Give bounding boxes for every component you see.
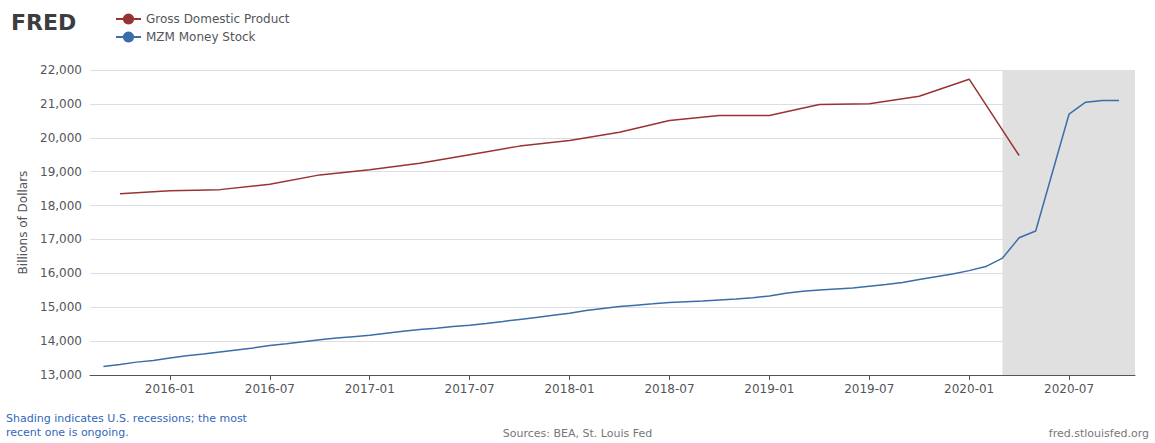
svg-text:recent one is ongoing.: recent one is ongoing. — [6, 426, 129, 439]
svg-text:2018-07: 2018-07 — [644, 382, 694, 396]
svg-text:2017-07: 2017-07 — [445, 382, 495, 396]
svg-text:14,000: 14,000 — [40, 334, 82, 348]
svg-text:17,000: 17,000 — [40, 232, 82, 246]
svg-text:2016-01: 2016-01 — [145, 382, 195, 396]
svg-text:FRED: FRED — [11, 10, 76, 35]
svg-text:Gross Domestic Product: Gross Domestic Product — [146, 12, 290, 26]
svg-text:Billions of Dollars: Billions of Dollars — [16, 171, 30, 275]
svg-text:2018-01: 2018-01 — [544, 382, 594, 396]
svg-text:22,000: 22,000 — [40, 63, 82, 77]
svg-text:2019-07: 2019-07 — [844, 382, 894, 396]
svg-text:2019-01: 2019-01 — [744, 382, 794, 396]
svg-text:13,000: 13,000 — [40, 368, 82, 382]
svg-text:2016-07: 2016-07 — [245, 382, 295, 396]
svg-text:Sources: BEA, St. Louis Fed: Sources: BEA, St. Louis Fed — [503, 427, 652, 440]
svg-text:15,000: 15,000 — [40, 300, 82, 314]
svg-text:2017-01: 2017-01 — [345, 382, 395, 396]
svg-text:16,000: 16,000 — [40, 266, 82, 280]
svg-text:Shading indicates U.S. recessi: Shading indicates U.S. recessions; the m… — [6, 412, 248, 425]
svg-text:2020-07: 2020-07 — [1044, 382, 1094, 396]
svg-text:20,000: 20,000 — [40, 131, 82, 145]
svg-text:fred.stlouisfed.org: fred.stlouisfed.org — [1049, 427, 1149, 440]
svg-text:21,000: 21,000 — [40, 97, 82, 111]
svg-text:19,000: 19,000 — [40, 165, 82, 179]
svg-text:2020-01: 2020-01 — [944, 382, 994, 396]
svg-text:18,000: 18,000 — [40, 199, 82, 213]
svg-text:MZM Money Stock: MZM Money Stock — [146, 30, 256, 44]
